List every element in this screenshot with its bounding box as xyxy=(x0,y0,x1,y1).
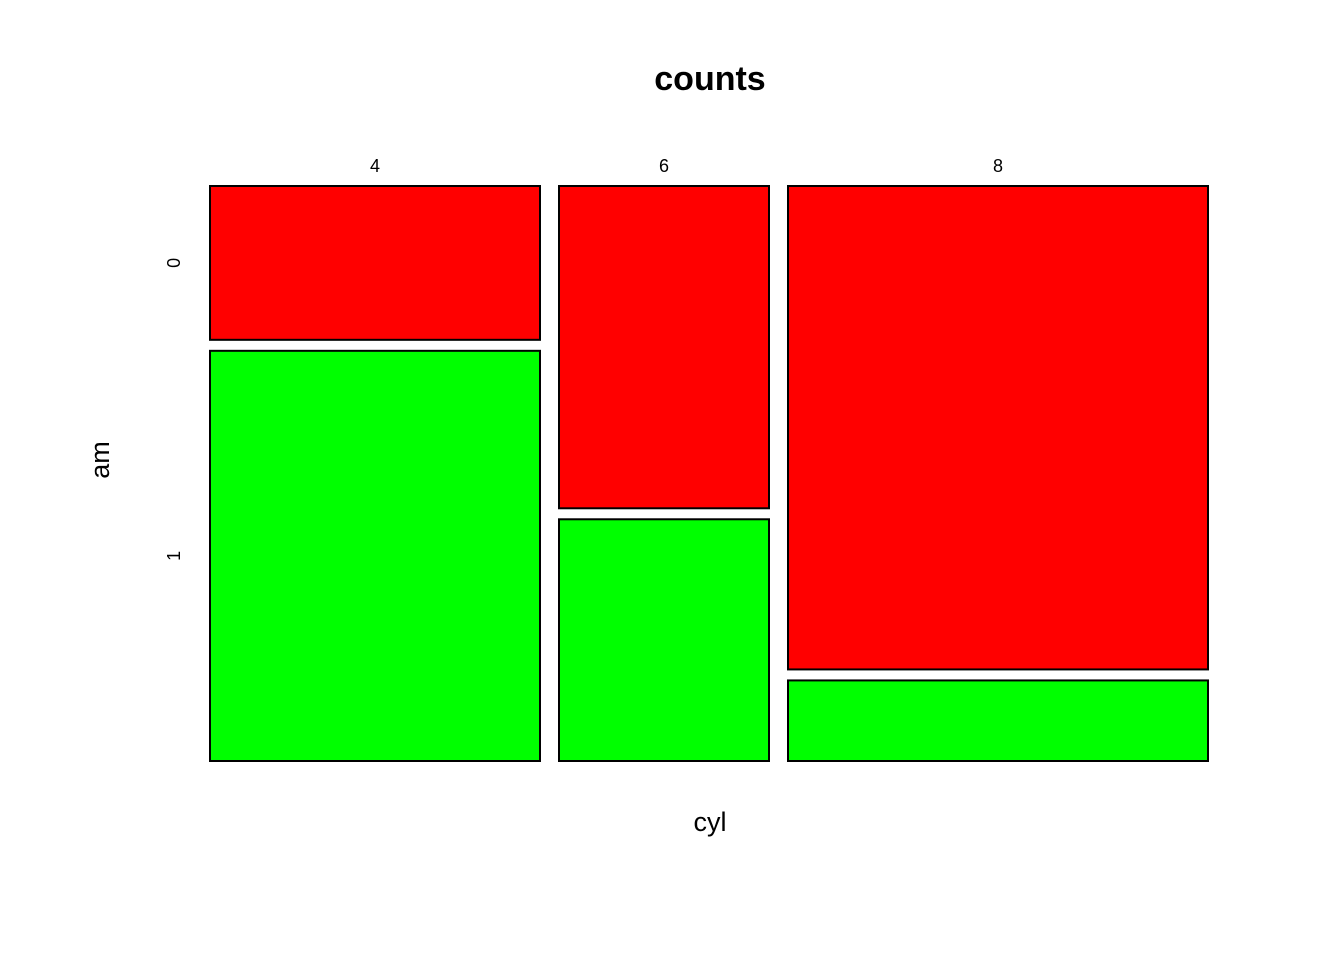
mosaic-tile xyxy=(209,349,541,762)
y-tick-label: 0 xyxy=(164,258,184,268)
y-tick-label: 1 xyxy=(164,551,184,561)
x-axis-title: cyl xyxy=(694,807,727,837)
mosaic-tile xyxy=(787,185,1209,671)
mosaic-tile xyxy=(558,185,770,510)
mosaic-tile xyxy=(787,679,1209,763)
x-tick-label: 6 xyxy=(659,156,669,176)
y-axis-title: am xyxy=(85,441,115,479)
mosaic-tile xyxy=(209,185,541,341)
x-tick-label: 8 xyxy=(993,156,1003,176)
chart-title: counts xyxy=(654,60,765,98)
mosaic-tile xyxy=(558,518,770,762)
x-tick-label: 4 xyxy=(370,156,380,176)
